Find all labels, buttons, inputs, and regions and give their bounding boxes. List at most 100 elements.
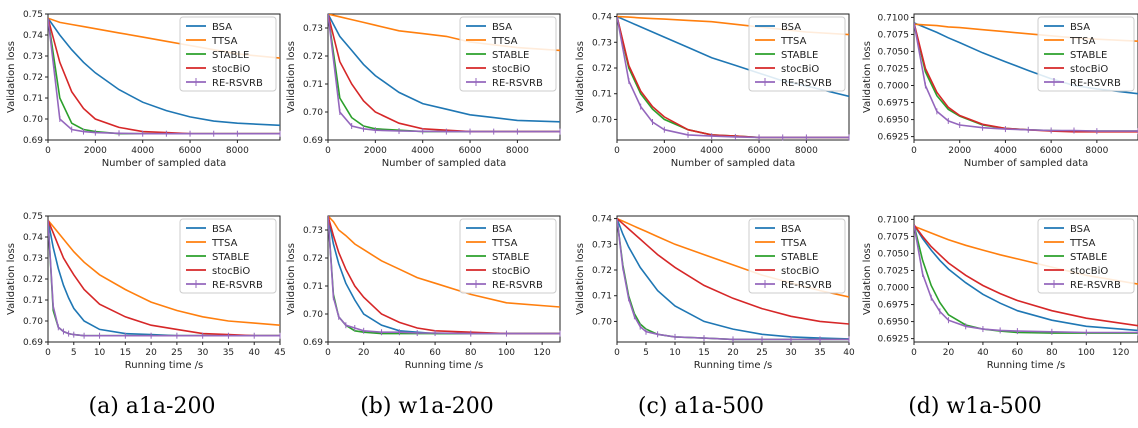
chart-a1a-200-time: 0 5 10 15 20 25 30 35 40 45 0.69 0.70 0.71 0.72 0.73 0.… xyxy=(6,212,286,371)
legend: BSA TTSA STABLE stocBiO RE-RSVRB xyxy=(179,16,277,92)
x-axis-label: Running time /s xyxy=(694,360,773,371)
y-axis-label: Validation loss xyxy=(286,41,297,113)
y-tick-label: 0.72 xyxy=(23,275,43,285)
y-tick-label: 0.69 xyxy=(23,136,43,146)
y-tick-label: 0.73 xyxy=(23,52,43,62)
legend-label-STABLE: STABLE xyxy=(781,50,818,61)
y-tick-label: 0.7075 xyxy=(878,232,910,242)
axes-frame xyxy=(616,13,850,141)
plots-canvas: 0 2000 4000 6000 80000.690.700.710.720.730.7… xyxy=(6,10,1138,371)
x-tick-label: 15 xyxy=(120,348,131,358)
caption-c: (c) a1a-500 xyxy=(637,394,765,419)
series-line-TTSA xyxy=(328,216,560,308)
y-tick-label: 0.73 xyxy=(303,24,323,34)
x-tick-label: 4000 xyxy=(411,146,434,156)
x-tick-label: 35 xyxy=(814,348,825,358)
legend-label-RE-RSVRB: RE-RSVRB xyxy=(212,78,263,89)
x-tick-label: 60 xyxy=(429,348,441,358)
legend-label-STABLE: STABLE xyxy=(492,252,529,263)
y-tick-label: 0.72 xyxy=(23,73,43,83)
legend: BSA TTSA STABLE stocBiO RE-RSVRB xyxy=(748,16,846,92)
x-tick-label: 0 xyxy=(614,348,620,358)
legend-label-STABLE: STABLE xyxy=(492,50,529,61)
chart-w1a-200-samples: 0 2000 4000 6000 8000 0.69 0.70 0.71 0.72 0.73 Num… xyxy=(286,13,561,169)
x-tick-label: 120 xyxy=(1112,348,1129,358)
legend-label-RE-RSVRB: RE-RSVRB xyxy=(1070,78,1121,89)
series-line-stocBiO xyxy=(914,224,1138,327)
legend-label-STABLE: STABLE xyxy=(1070,252,1107,263)
caption-a: (a) a1a-200 xyxy=(88,394,216,419)
legend-box xyxy=(459,16,557,92)
legend-label-stocBiO: stocBiO xyxy=(212,64,250,75)
x-tick-label: 30 xyxy=(785,348,797,358)
legend-label-TTSA: TTSA xyxy=(1069,238,1096,249)
legend: BSA TTSA STABLE stocBiO RE-RSVRB xyxy=(1037,218,1135,294)
y-tick-label: 0.6975 xyxy=(878,99,910,109)
x-tick-label: 20 xyxy=(145,348,157,358)
x-tick-label: 4000 xyxy=(700,146,723,156)
x-tick-label: 120 xyxy=(534,348,551,358)
legend-label-TTSA: TTSA xyxy=(491,238,518,249)
y-tick-label: 0.70 xyxy=(592,317,612,327)
legend-label-stocBiO: stocBiO xyxy=(1070,64,1108,75)
y-axis-label: Validation loss xyxy=(575,243,586,315)
x-tick-label: 0 xyxy=(45,348,51,358)
legend-label-TTSA: TTSA xyxy=(1069,36,1096,47)
legend-label-stocBiO: stocBiO xyxy=(781,64,819,75)
y-tick-label: 0.7075 xyxy=(878,30,910,40)
y-axis-label: Validation loss xyxy=(6,243,17,315)
axes-frame xyxy=(327,215,561,343)
series-line-RE-RSVRB xyxy=(914,22,1138,132)
x-tick-label: 0 xyxy=(911,348,917,358)
legend: BSA TTSA STABLE stocBiO RE-RSVRB xyxy=(1037,16,1135,92)
legend-label-stocBiO: stocBiO xyxy=(781,266,819,277)
x-tick-label: 5 xyxy=(71,348,77,358)
x-tick-label: 80 xyxy=(1046,348,1058,358)
y-tick-label: 0.6950 xyxy=(878,318,910,328)
y-tick-label: 0.74 xyxy=(23,31,43,41)
y-tick-label: 0.71 xyxy=(592,292,612,302)
y-tick-label: 0.7000 xyxy=(878,82,910,92)
legend-label-TTSA: TTSA xyxy=(491,36,518,47)
legend-label-BSA: BSA xyxy=(781,22,801,33)
x-tick-label: 0 xyxy=(325,348,331,358)
x-tick-label: 40 xyxy=(843,348,855,358)
y-tick-label: 0.71 xyxy=(303,282,323,292)
x-tick-label: 20 xyxy=(943,348,955,358)
x-tick-label: 6000 xyxy=(748,146,771,156)
y-axis-label: Validation loss xyxy=(286,243,297,315)
series-line-BSA xyxy=(617,218,849,340)
x-tick-label: 4000 xyxy=(131,146,154,156)
y-tick-label: 0.71 xyxy=(23,296,43,306)
legend: BSA TTSA STABLE stocBiO RE-RSVRB xyxy=(459,218,557,294)
legend-label-TTSA: TTSA xyxy=(211,36,238,47)
x-tick-label: 2000 xyxy=(948,146,971,156)
y-tick-label: 0.70 xyxy=(23,317,43,327)
series-line-BSA xyxy=(914,224,1138,332)
series-line-stocBiO xyxy=(48,219,280,337)
y-tick-label: 0.69 xyxy=(303,338,323,348)
x-tick-label: 80 xyxy=(465,348,477,358)
y-tick-label: 0.6975 xyxy=(878,301,910,311)
x-tick-label: 4000 xyxy=(994,146,1017,156)
series-line-RE-RSVRB xyxy=(617,16,849,139)
x-tick-label: 40 xyxy=(977,348,989,358)
y-tick-label: 0.6950 xyxy=(878,116,910,126)
y-tick-label: 0.74 xyxy=(592,13,612,23)
y-tick-label: 0.7025 xyxy=(878,64,910,74)
legend-label-BSA: BSA xyxy=(212,22,232,33)
y-tick-label: 0.73 xyxy=(303,226,323,236)
x-tick-label: 6000 xyxy=(459,146,482,156)
legend-label-RE-RSVRB: RE-RSVRB xyxy=(1070,280,1121,291)
y-tick-label: 0.75 xyxy=(23,10,43,20)
y-tick-label: 0.7050 xyxy=(878,249,910,259)
series-line-stocBiO xyxy=(914,22,1138,133)
legend-label-BSA: BSA xyxy=(492,22,512,33)
x-tick-label: 0 xyxy=(325,146,331,156)
axes-frame xyxy=(327,13,561,141)
x-tick-label: 45 xyxy=(274,348,285,358)
legend-label-STABLE: STABLE xyxy=(212,50,249,61)
x-tick-label: 8000 xyxy=(506,146,529,156)
series-line-RE-RSVRB xyxy=(328,14,560,133)
